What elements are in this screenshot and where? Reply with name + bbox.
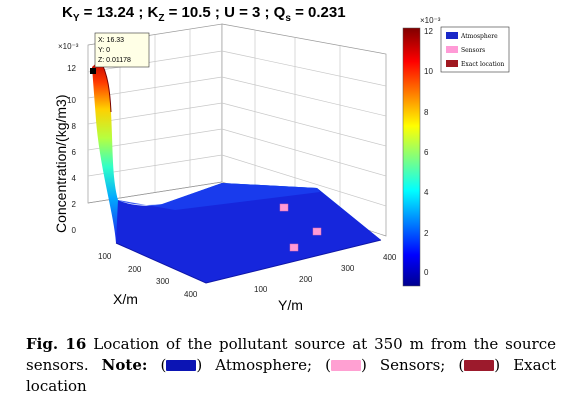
figure-plot: KY = 13.24 ; KZ = 10.5 ; U = 3 ; Qs = 0.… (53, 4, 510, 313)
colorbar: ×10⁻³ 0 2 4 6 8 10 12 (402, 16, 441, 287)
y-tick: 100 (254, 285, 268, 294)
legend-swatch-atmosphere (446, 32, 458, 39)
caption-text: Location of the pollutant source at 350 … (26, 335, 556, 374)
datatip-z: Z: 0.01178 (98, 57, 131, 64)
y-tick: 200 (299, 275, 313, 284)
figure-caption: Fig. 16 Location of the pollutant source… (26, 335, 556, 395)
datatip-x: X: 16.33 (98, 37, 124, 44)
x-tick: 200 (128, 265, 142, 274)
sensor-marker (289, 243, 299, 252)
legend-swatch-sensors (446, 46, 458, 53)
z-tick: 2 (72, 200, 77, 209)
z-tick: 10 (67, 96, 76, 105)
caption-fig-label: Fig. 16 (26, 335, 87, 353)
x-tick: 400 (184, 290, 198, 299)
x-tick: 100 (98, 252, 112, 261)
z-tick-labels: 0 2 4 6 8 10 12 (67, 64, 76, 235)
sensor-marker (279, 203, 289, 212)
colorbar-tick: 12 (424, 27, 433, 36)
z-tick: 8 (72, 122, 77, 131)
caption-note-label: Note: (101, 356, 148, 374)
x-tick-labels: 100 200 300 400 (98, 252, 198, 299)
colorbar-exponent: ×10⁻³ (420, 16, 441, 25)
z-exponent-label: ×10⁻³ (58, 42, 79, 51)
sensor-markers (279, 203, 322, 252)
legend-swatch-exact (446, 60, 458, 67)
legend: Atmosphere Sensors Exact location (440, 26, 510, 73)
y-tick-labels: 100 200 300 400 (254, 253, 397, 294)
x-axis-label: X/m (113, 291, 138, 307)
z-tick: 4 (72, 174, 77, 183)
legend-label-exact: Exact location (461, 61, 504, 68)
x-tick: 300 (156, 277, 170, 286)
colorbar-tick: 10 (424, 67, 433, 76)
caption-swatch-sensors (330, 360, 361, 371)
exact-location-marker (90, 68, 96, 74)
caption-swatch-atmosphere (166, 360, 197, 371)
datatip-y: Y: 0 (98, 47, 110, 54)
axes-box (87, 23, 387, 237)
colorbar-tick: 4 (424, 188, 429, 197)
y-tick: 300 (341, 264, 355, 273)
z-tick: 6 (72, 148, 77, 157)
colorbar-tick: 0 (424, 268, 429, 277)
y-axis-label: Y/m (278, 297, 303, 313)
figure-title: KY = 13.24 ; KZ = 10.5 ; U = 3 ; Qs = 0.… (62, 4, 346, 24)
colorbar-tick: 8 (424, 108, 429, 117)
legend-label-sensors: Sensors (461, 47, 485, 54)
caption-swatch-exact (464, 360, 495, 371)
z-tick: 12 (67, 64, 76, 73)
legend-label-atmosphere: Atmosphere (460, 33, 498, 40)
z-tick: 0 (72, 226, 77, 235)
datatip: X: 16.33 Y: 0 Z: 0.01178 (94, 32, 150, 68)
y-tick: 400 (383, 253, 397, 262)
concentration-surface (92, 59, 382, 284)
colorbar-tick: 6 (424, 148, 429, 157)
z-axis-label: Concentration/(kg/m3) (53, 94, 69, 233)
sensor-marker (312, 227, 322, 236)
colorbar-tick: 2 (424, 229, 429, 238)
